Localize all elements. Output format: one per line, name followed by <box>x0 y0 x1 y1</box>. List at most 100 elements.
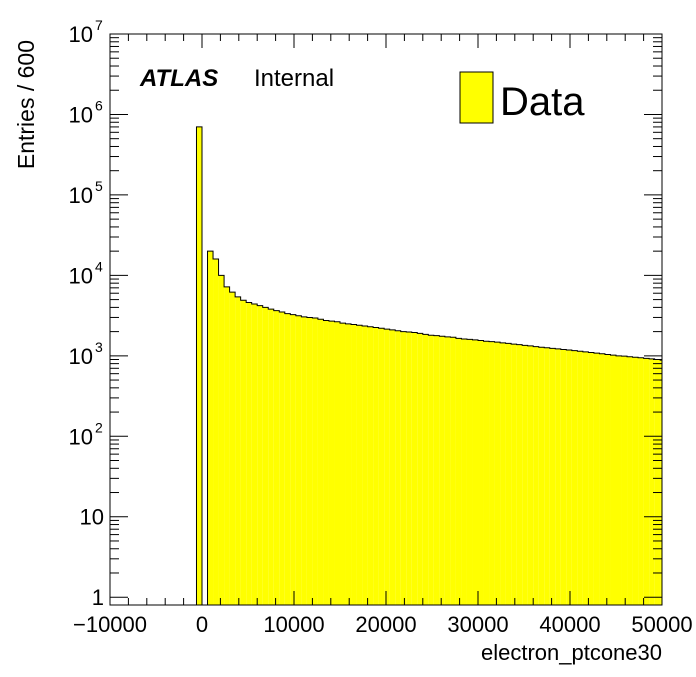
histogram-outline <box>195 126 662 606</box>
histogram-bar <box>505 343 512 605</box>
histogram-bar <box>417 333 423 605</box>
y-tick-label: 10 <box>80 505 104 530</box>
histogram-bar <box>295 315 302 605</box>
histogram-bar <box>301 316 307 605</box>
histogram-bar <box>411 332 418 605</box>
histogram-bar <box>538 347 545 605</box>
histogram-bar <box>235 296 241 605</box>
histogram-bar <box>582 351 589 605</box>
histogram-bar <box>593 353 600 605</box>
histogram-bar <box>632 357 639 605</box>
y-tick-base: 10 <box>69 183 93 208</box>
histogram-bar <box>660 360 662 605</box>
x-tick-label: 20000 <box>355 612 416 637</box>
histogram-bar <box>654 359 661 605</box>
histogram-bar <box>268 309 274 605</box>
histogram-bar <box>395 330 401 605</box>
histogram-bar <box>207 251 214 605</box>
histogram-bar <box>604 354 611 605</box>
histogram-bar <box>213 258 219 605</box>
histogram-bar <box>500 342 506 605</box>
histogram-bar <box>373 327 379 605</box>
histogram-bar <box>378 328 385 605</box>
histogram-bar <box>351 324 357 605</box>
histogram-bar <box>478 340 484 605</box>
histogram-bar <box>566 350 572 605</box>
histogram-bar <box>290 314 296 605</box>
y-tick-label: 10 7 <box>69 17 103 47</box>
y-tick-base: 10 <box>69 424 93 449</box>
histogram-bar <box>489 341 495 605</box>
y-tick-exponent: 5 <box>95 178 103 194</box>
histogram-bar <box>439 336 445 605</box>
histogram-bar <box>328 321 335 605</box>
y-tick-label: 10 5 <box>69 178 103 208</box>
histogram-bar <box>627 356 633 605</box>
histogram-bar <box>461 338 467 605</box>
histogram-bar <box>511 344 517 605</box>
histogram-bar <box>472 339 478 605</box>
histogram-bar <box>621 356 628 605</box>
legend-entry-data: Data <box>500 80 585 124</box>
y-tick-base: 10 <box>69 344 93 369</box>
histogram-bar <box>262 307 269 605</box>
x-tick-label: 30000 <box>447 612 508 637</box>
x-tick-label: 50000 <box>631 612 692 637</box>
y-tick-label: 10 6 <box>69 97 103 127</box>
histogram-bar <box>389 329 396 605</box>
histogram-bar <box>196 126 202 605</box>
x-tick-label: 0 <box>196 612 208 637</box>
histogram-bar <box>279 312 285 605</box>
y-tick-exponent: 7 <box>95 17 103 33</box>
y-tick-exponent: 2 <box>95 419 103 435</box>
histogram-bar <box>466 339 473 605</box>
histogram-bar <box>367 326 374 605</box>
histogram-bar <box>522 345 528 605</box>
histogram-bar <box>560 349 567 605</box>
y-tick-base: 10 <box>69 263 93 288</box>
y-axis-label: Entries / 600 <box>13 40 39 169</box>
internal-label: Internal <box>254 65 334 92</box>
histogram-bar <box>555 348 561 605</box>
histogram-bar <box>240 300 247 605</box>
histogram-bar <box>444 336 451 605</box>
histogram-bar <box>340 323 346 605</box>
histogram-bar <box>400 331 407 605</box>
histogram-bar <box>533 346 539 605</box>
histogram-bar <box>638 357 644 605</box>
histogram-bar <box>483 341 490 605</box>
histogram-bar <box>549 348 556 605</box>
histogram-bar <box>544 347 550 605</box>
histogram-bar <box>577 351 583 605</box>
histogram-bar <box>649 358 655 605</box>
histogram-bar <box>356 325 363 605</box>
histogram-bar <box>218 275 225 605</box>
histogram-bar <box>571 350 578 605</box>
histogram-bar <box>599 353 605 605</box>
x-tick-label: −10000 <box>73 612 147 637</box>
histogram-bar <box>224 286 230 605</box>
histogram-bar <box>588 352 594 605</box>
y-tick-label: 10 3 <box>69 339 103 369</box>
histogram-bar <box>257 305 263 605</box>
y-tick-label: 1 <box>92 585 104 610</box>
histogram-bar <box>422 334 429 605</box>
histogram-bar <box>610 355 616 605</box>
histogram-bar <box>616 355 622 605</box>
histogram-bar <box>450 337 456 605</box>
histogram-bar <box>362 325 368 605</box>
histogram-bar <box>455 338 462 605</box>
histogram-bars <box>195 126 662 606</box>
histogram-bar <box>527 345 534 605</box>
histogram-bar <box>345 323 352 605</box>
histogram-bar <box>312 318 318 605</box>
histogram-bar <box>428 335 434 605</box>
x-tick-label: 40000 <box>539 612 600 637</box>
x-axis-ticks: −10000 0 10000 20000 30000 40000 50000 <box>73 34 693 637</box>
histogram-bar <box>516 344 523 605</box>
y-tick-exponent: 3 <box>95 339 103 355</box>
histogram-bar <box>229 292 236 605</box>
